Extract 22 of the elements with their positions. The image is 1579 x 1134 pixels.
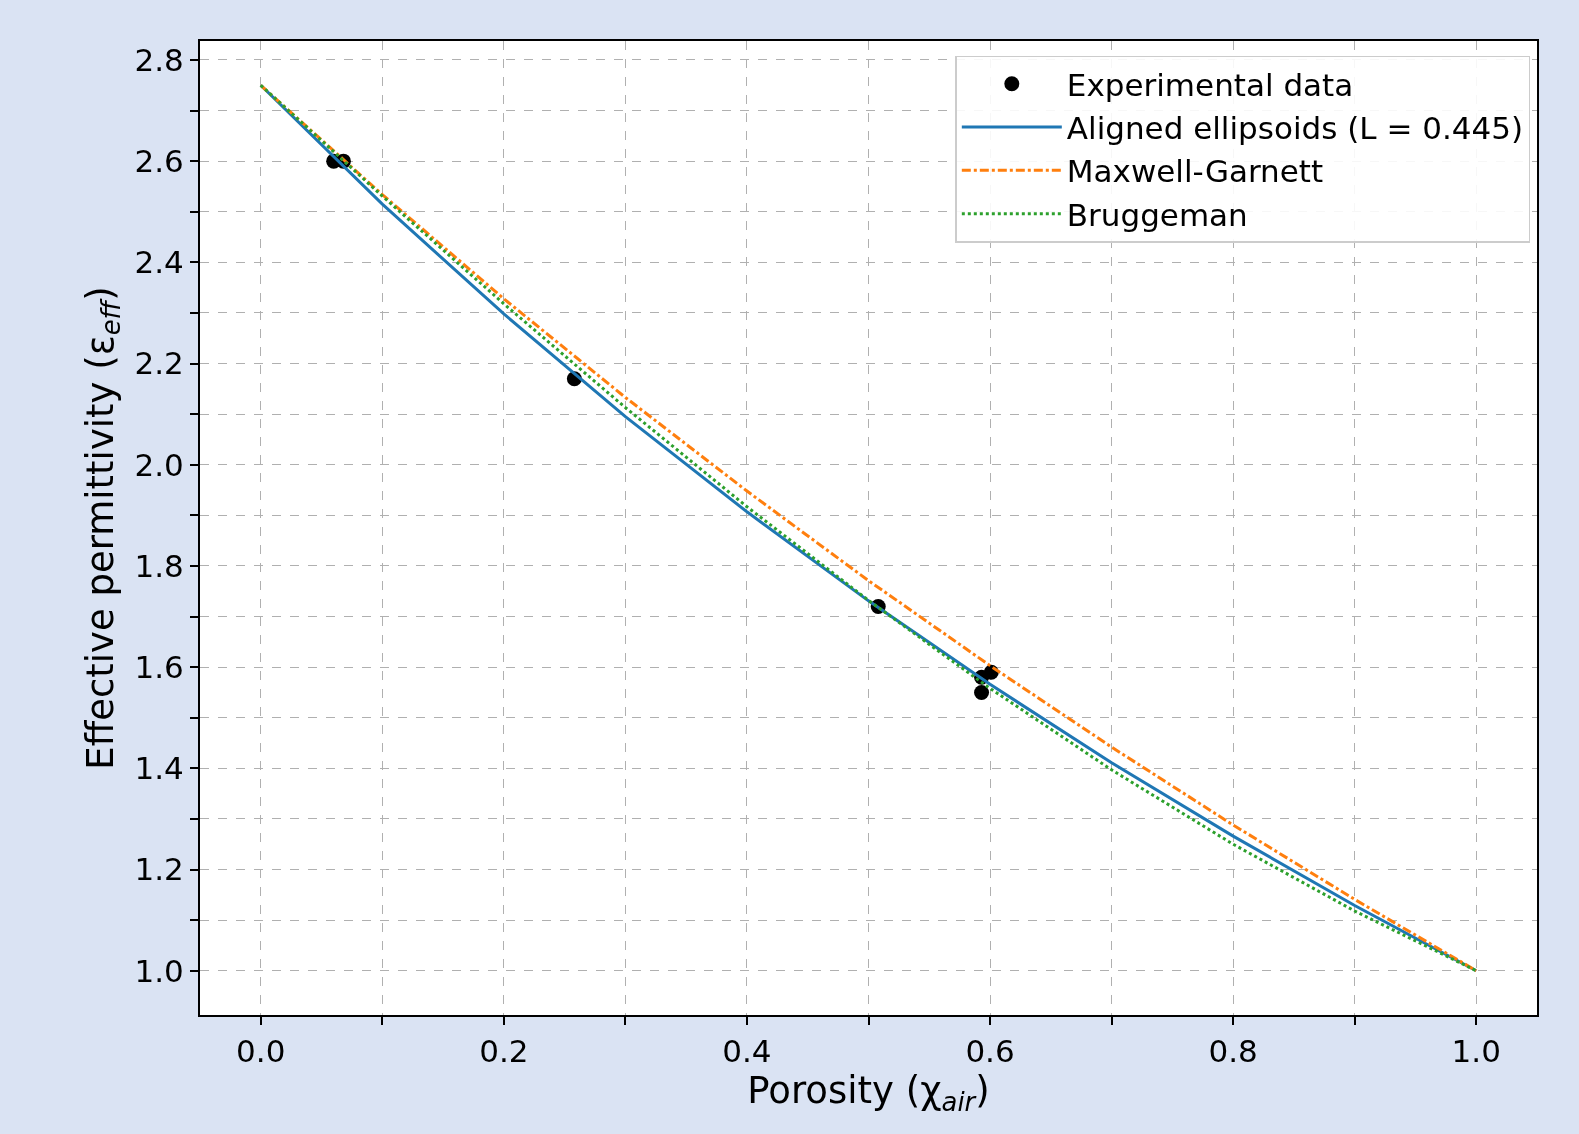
y-tick-label: 2.6 — [134, 143, 184, 180]
legend-label: Aligned ellipsoids (L = 0.445) — [1066, 110, 1524, 147]
y-tick-label: 1.2 — [134, 851, 184, 888]
legend-label: Maxwell-Garnett — [1066, 153, 1324, 190]
y-tick-label: 1.0 — [134, 952, 184, 989]
y-tick-label: 1.4 — [134, 750, 184, 787]
point — [974, 684, 990, 700]
y-tick-label: 1.8 — [134, 547, 184, 584]
y-tick-label: 1.6 — [134, 648, 184, 685]
x-axis-title: Porosity (χ$_{air}$) — [747, 1069, 990, 1117]
x-tick-label: 0.0 — [236, 1033, 286, 1070]
x-tick-label: 0.4 — [722, 1033, 772, 1070]
x-tick-label: 0.6 — [965, 1033, 1015, 1070]
legend-label: Bruggeman — [1066, 196, 1248, 233]
y-tick-label: 2.2 — [134, 345, 184, 382]
y-tick-label: 2.8 — [134, 41, 184, 78]
x-tick-label: 0.8 — [1208, 1033, 1258, 1070]
y-tick-label: 2.0 — [134, 446, 184, 483]
legend-label: Experimental data — [1066, 66, 1354, 103]
x-tick-label: 1.0 — [1451, 1033, 1501, 1070]
y-tick-label: 2.4 — [134, 244, 184, 281]
x-tick-label: 0.2 — [479, 1033, 529, 1070]
